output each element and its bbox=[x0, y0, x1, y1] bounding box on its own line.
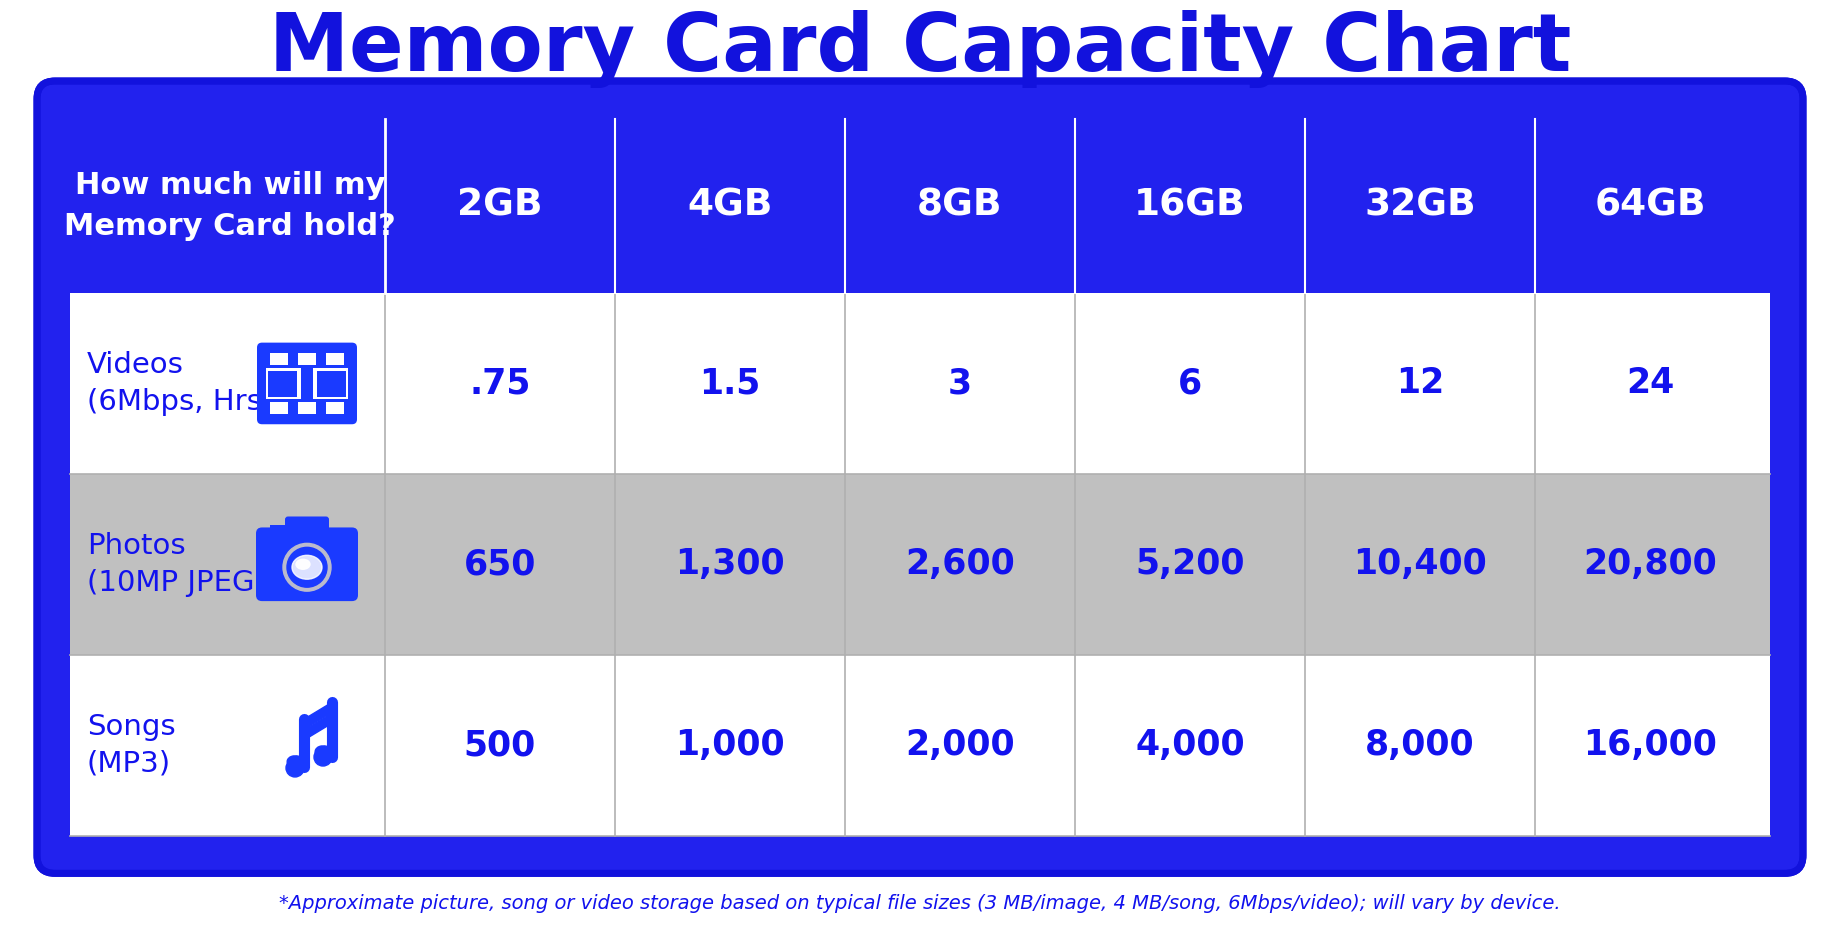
Text: 16,000: 16,000 bbox=[1582, 728, 1716, 762]
Text: 64GB: 64GB bbox=[1593, 188, 1705, 224]
Text: Songs
(MP3): Songs (MP3) bbox=[86, 712, 175, 777]
Text: 2,600: 2,600 bbox=[905, 547, 1015, 581]
Bar bbox=[70, 474, 1769, 655]
Text: 12: 12 bbox=[1396, 367, 1444, 401]
Bar bbox=[270, 403, 289, 414]
Text: 1.5: 1.5 bbox=[699, 367, 760, 401]
Text: 5,200: 5,200 bbox=[1135, 547, 1243, 581]
Bar bbox=[270, 525, 285, 536]
Text: 20,800: 20,800 bbox=[1582, 547, 1716, 581]
Text: 32GB: 32GB bbox=[1363, 188, 1475, 224]
Text: 24: 24 bbox=[1626, 367, 1673, 401]
FancyBboxPatch shape bbox=[257, 343, 357, 425]
Text: 1,000: 1,000 bbox=[675, 728, 785, 762]
Bar bbox=[298, 403, 316, 414]
Circle shape bbox=[287, 547, 327, 587]
Text: 2,000: 2,000 bbox=[905, 728, 1015, 762]
Text: 16GB: 16GB bbox=[1133, 188, 1245, 224]
Bar bbox=[313, 368, 348, 399]
Text: 500: 500 bbox=[463, 728, 535, 762]
FancyBboxPatch shape bbox=[37, 81, 1802, 873]
Text: 6: 6 bbox=[1177, 367, 1201, 401]
Text: 8GB: 8GB bbox=[918, 188, 1002, 224]
Ellipse shape bbox=[296, 560, 309, 569]
Text: .75: .75 bbox=[469, 367, 530, 401]
Text: 1,300: 1,300 bbox=[675, 547, 785, 581]
Text: Memory Card Capacity Chart: Memory Card Capacity Chart bbox=[268, 10, 1571, 88]
Bar bbox=[270, 352, 289, 365]
Polygon shape bbox=[303, 702, 331, 730]
Ellipse shape bbox=[287, 756, 307, 770]
Bar bbox=[268, 371, 296, 397]
Text: 3: 3 bbox=[947, 367, 971, 401]
Circle shape bbox=[285, 759, 303, 777]
Bar bbox=[326, 403, 344, 414]
Bar bbox=[316, 371, 346, 397]
Circle shape bbox=[314, 748, 331, 766]
Ellipse shape bbox=[292, 556, 322, 580]
Bar bbox=[326, 352, 344, 365]
Text: 10,400: 10,400 bbox=[1352, 547, 1486, 581]
Bar bbox=[70, 293, 1769, 474]
FancyBboxPatch shape bbox=[70, 293, 1769, 836]
Text: Photos
(10MP JPEG): Photos (10MP JPEG) bbox=[86, 532, 265, 597]
Text: How much will my
Memory Card hold?: How much will my Memory Card hold? bbox=[64, 171, 395, 240]
Text: 4GB: 4GB bbox=[688, 188, 772, 224]
Bar bbox=[267, 368, 302, 399]
Text: 650: 650 bbox=[463, 547, 535, 581]
Bar bbox=[70, 655, 1769, 836]
Text: Videos
(6Mbps, Hrs.): Videos (6Mbps, Hrs.) bbox=[86, 352, 283, 416]
Text: 2GB: 2GB bbox=[458, 188, 543, 224]
Circle shape bbox=[283, 543, 331, 591]
Text: *Approximate picture, song or video storage based on typical file sizes (3 MB/im: *Approximate picture, song or video stor… bbox=[280, 894, 1559, 913]
Text: 8,000: 8,000 bbox=[1365, 728, 1475, 762]
Polygon shape bbox=[303, 713, 331, 740]
FancyBboxPatch shape bbox=[285, 517, 329, 539]
Ellipse shape bbox=[314, 746, 335, 760]
FancyBboxPatch shape bbox=[256, 527, 359, 601]
Bar bbox=[298, 352, 316, 365]
Text: 4,000: 4,000 bbox=[1135, 728, 1245, 762]
